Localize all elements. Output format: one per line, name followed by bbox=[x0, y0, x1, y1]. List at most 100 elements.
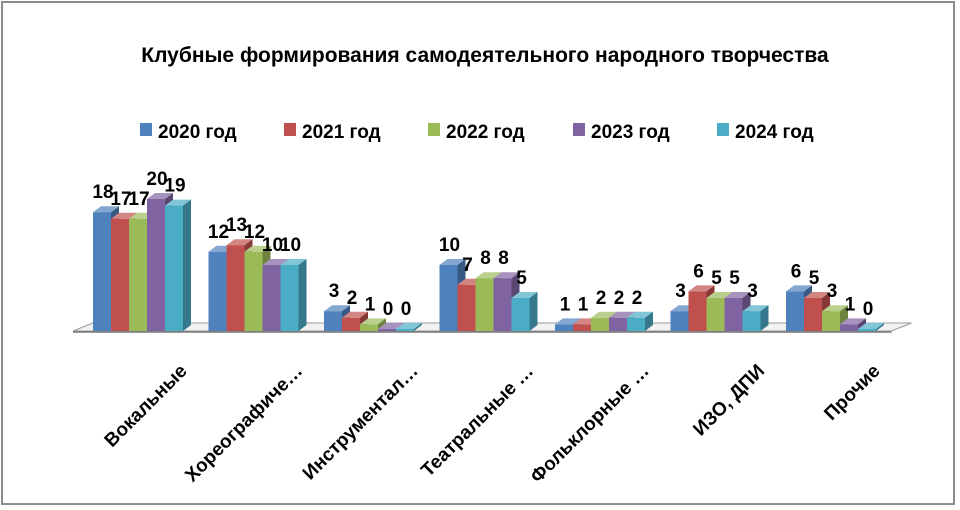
data-label-2-3: 12 bbox=[244, 222, 265, 243]
category-label-2: Хореографиче… bbox=[181, 361, 307, 487]
data-label-7-1: 6 bbox=[791, 261, 802, 282]
data-label-1-4: 20 bbox=[146, 169, 167, 190]
data-label-4-4: 8 bbox=[498, 248, 509, 269]
bar-7-2-top bbox=[804, 292, 830, 298]
data-label-1-3: 17 bbox=[128, 189, 149, 210]
bar-2-2-top bbox=[226, 239, 253, 246]
bar-6-5-top bbox=[742, 305, 769, 312]
legend-label-5: 2024 год bbox=[735, 122, 814, 143]
data-label-6-2: 6 bbox=[693, 261, 704, 282]
bar-1-1-top bbox=[93, 206, 119, 213]
bar-1-3 bbox=[129, 218, 147, 331]
category-label-3: Инструментал… bbox=[299, 361, 423, 485]
data-label-6-3: 5 bbox=[711, 268, 722, 289]
data-label-5-5: 2 bbox=[632, 288, 643, 309]
data-label-6-5: 3 bbox=[747, 281, 758, 302]
data-label-5-1: 1 bbox=[560, 294, 571, 315]
bar-3-2 bbox=[342, 317, 360, 331]
bar-6-2-top bbox=[688, 285, 715, 292]
bar-2-3-top bbox=[244, 245, 271, 252]
bar-1-5-side bbox=[183, 199, 191, 331]
bar-4-3 bbox=[475, 278, 494, 331]
bar-7-5-side bbox=[876, 323, 884, 331]
bar-2-3 bbox=[244, 251, 263, 331]
bar-1-5-top bbox=[165, 199, 191, 206]
legend-swatch-2 bbox=[284, 123, 296, 136]
legend-label-3: 2022 год bbox=[446, 122, 525, 143]
bar-2-5-top bbox=[280, 259, 307, 265]
data-label-7-5: 0 bbox=[863, 299, 874, 320]
bar-3-3 bbox=[360, 324, 378, 331]
data-label-2-5: 10 bbox=[280, 235, 301, 256]
bar-6-4-top bbox=[724, 292, 751, 298]
bar-3-5-side bbox=[414, 323, 422, 331]
data-label-1-5: 19 bbox=[164, 176, 185, 197]
bar-3-4 bbox=[378, 329, 396, 331]
data-label-3-3: 1 bbox=[365, 294, 376, 315]
data-label-3-2: 2 bbox=[347, 288, 358, 309]
bar-4-3-top bbox=[475, 272, 502, 279]
data-label-3-1: 3 bbox=[329, 281, 340, 302]
bar-2-5 bbox=[280, 265, 299, 331]
legend-swatch-1 bbox=[140, 123, 152, 136]
data-label-6-4: 5 bbox=[729, 268, 740, 289]
legend-label-2: 2021 год bbox=[302, 122, 381, 143]
bar-5-1-top bbox=[555, 318, 581, 325]
bar-5-4 bbox=[609, 317, 627, 331]
bar-4-2 bbox=[457, 284, 476, 331]
bar-1-2 bbox=[111, 218, 129, 331]
bar-7-4-top bbox=[840, 318, 866, 325]
bar-6-2 bbox=[688, 291, 707, 331]
bar-3-5-top bbox=[396, 323, 422, 329]
bar-5-2 bbox=[573, 324, 591, 331]
category-label-5: Фольклорные … bbox=[527, 361, 654, 488]
bar-7-4 bbox=[840, 324, 858, 331]
bar-6-5-side bbox=[760, 305, 769, 331]
bar-3-5 bbox=[396, 329, 414, 331]
bar-1-4 bbox=[147, 199, 165, 331]
legend-label-1: 2020 год bbox=[158, 122, 237, 143]
bar-6-1 bbox=[670, 311, 689, 331]
bar-4-4 bbox=[493, 278, 512, 331]
bar-5-5-side bbox=[645, 311, 653, 331]
legend-label-4: 2023 год bbox=[591, 122, 670, 143]
data-label-5-4: 2 bbox=[614, 288, 625, 309]
bar-2-4 bbox=[262, 265, 281, 331]
data-label-4-2: 7 bbox=[462, 255, 473, 276]
bar-4-4-top bbox=[493, 272, 520, 279]
chart-title: Клубные формирования самодеятельного нар… bbox=[141, 44, 829, 67]
data-label-4-3: 8 bbox=[480, 248, 491, 269]
bar-3-3-top bbox=[360, 318, 386, 325]
bar-5-3 bbox=[591, 317, 609, 331]
bar-6-5 bbox=[742, 311, 761, 331]
legend-swatch-4 bbox=[573, 123, 585, 136]
bar-1-5 bbox=[165, 205, 183, 331]
bar-1-4-top bbox=[147, 193, 173, 199]
data-label-5-2: 1 bbox=[578, 294, 589, 315]
data-label-2-2: 13 bbox=[226, 215, 247, 236]
legend-swatch-3 bbox=[428, 123, 440, 136]
bar-2-5-side bbox=[298, 259, 307, 331]
legend-swatch-5 bbox=[717, 123, 729, 136]
bar-4-5 bbox=[511, 298, 530, 331]
bar-2-4-top bbox=[262, 259, 289, 265]
bar-4-5-side bbox=[529, 292, 538, 331]
category-label-7: Прочие bbox=[820, 361, 884, 425]
bar-7-1-top bbox=[786, 285, 812, 292]
bar-5-5-top bbox=[627, 311, 653, 318]
bar-1-1 bbox=[93, 212, 111, 331]
data-label-6-1: 3 bbox=[675, 281, 686, 302]
bar-5-1 bbox=[555, 324, 573, 331]
data-label-7-4: 1 bbox=[845, 294, 856, 315]
bar-5-4-top bbox=[609, 311, 635, 318]
data-label-5-3: 2 bbox=[596, 288, 607, 309]
bar-3-4-top bbox=[378, 323, 404, 329]
data-label-1-1: 18 bbox=[92, 182, 113, 203]
data-label-7-3: 3 bbox=[827, 281, 838, 302]
bar-7-3-top bbox=[822, 305, 848, 312]
bar-7-3 bbox=[822, 311, 840, 331]
data-label-3-4: 0 bbox=[383, 299, 394, 320]
bar-6-3 bbox=[706, 298, 725, 331]
bar-1-2-top bbox=[111, 212, 137, 219]
